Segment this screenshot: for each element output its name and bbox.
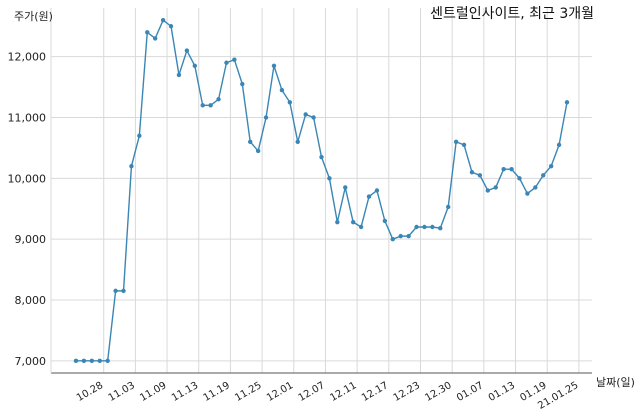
data-point <box>366 194 372 199</box>
labels: 센트럴인사이트, 최근 3개월 주가(원) 날짜(일) <box>14 6 635 389</box>
data-point <box>89 358 95 364</box>
data-point <box>414 224 419 230</box>
data-point <box>279 87 285 93</box>
data-point <box>446 204 451 210</box>
grid <box>51 8 592 373</box>
data-point <box>224 60 229 65</box>
data-point <box>208 103 213 108</box>
x-tick-label: 11.25 <box>233 380 263 404</box>
x-tick-label: 12.17 <box>360 380 390 404</box>
x-tick-label: 12.01 <box>265 380 295 404</box>
y-tick-label: 11,000 <box>8 112 47 125</box>
data-point <box>422 224 427 230</box>
data-point <box>200 103 205 108</box>
data-point <box>406 233 411 239</box>
data-point <box>525 191 530 196</box>
data-point <box>430 224 435 230</box>
data-point <box>374 188 380 193</box>
data-point <box>564 100 570 105</box>
data-point <box>271 63 277 68</box>
x-tick-label: 11.13 <box>170 380 200 404</box>
data-point <box>255 148 261 154</box>
data-point <box>295 139 300 145</box>
x-tick-label: 11.03 <box>107 380 137 404</box>
data-point <box>81 358 87 364</box>
data-point <box>335 219 340 225</box>
data-point <box>303 112 308 117</box>
price-line <box>76 19 568 362</box>
x-tick-label: 12.23 <box>392 380 422 404</box>
data-point <box>461 142 467 148</box>
data-point <box>509 167 514 172</box>
data-point <box>263 115 269 120</box>
data-point <box>168 24 174 29</box>
x-axis-title: 날짜(일) <box>596 375 635 389</box>
data-point <box>240 81 245 87</box>
x-tick-label: 12.11 <box>328 380 358 404</box>
x-tick-label: 01.13 <box>487 380 517 404</box>
data-point <box>113 288 118 294</box>
x-tick-label: 11.19 <box>202 380 232 404</box>
x-tick-label: 11.09 <box>138 380 168 404</box>
data-point <box>232 57 237 62</box>
data-point <box>390 236 395 242</box>
data-point <box>176 72 182 78</box>
data-point <box>145 30 150 35</box>
data-point <box>382 218 388 224</box>
data-point <box>152 36 158 41</box>
data-point <box>192 63 197 68</box>
series-line <box>73 17 570 364</box>
data-point <box>184 48 190 53</box>
data-point <box>73 358 79 364</box>
y-tick-label: 10,000 <box>8 172 47 185</box>
data-point <box>556 142 562 148</box>
data-point <box>469 170 475 175</box>
data-point <box>493 185 498 190</box>
data-point <box>541 173 546 178</box>
y-tick-label: 7,000 <box>15 355 47 368</box>
data-point <box>160 17 166 23</box>
x-tick-label: 10.28 <box>75 380 105 404</box>
y-tick-label: 9,000 <box>15 233 47 246</box>
data-point <box>501 167 506 172</box>
data-point <box>485 188 491 193</box>
data-point <box>216 97 221 102</box>
data-point <box>350 219 356 225</box>
data-point <box>548 163 554 169</box>
data-point <box>105 358 110 364</box>
data-point <box>438 226 443 231</box>
x-tick-label: 12.30 <box>423 380 453 404</box>
data-point <box>121 288 126 294</box>
y-tick-label: 12,000 <box>8 51 47 64</box>
chart-title: 센트럴인사이트, 최근 3개월 <box>430 6 594 22</box>
data-point <box>398 233 403 239</box>
data-point <box>453 139 459 145</box>
data-point <box>517 176 522 181</box>
data-point <box>129 163 134 169</box>
data-point <box>533 185 538 190</box>
data-point <box>477 173 483 178</box>
data-point <box>137 133 142 138</box>
y-tick-label: 8,000 <box>15 294 47 307</box>
data-point <box>97 358 102 364</box>
data-point <box>358 224 364 230</box>
x-tick-label: 12.07 <box>297 380 327 404</box>
y-axis-title: 주가(원) <box>14 10 53 23</box>
data-point <box>343 185 348 190</box>
data-point <box>248 139 253 145</box>
data-point <box>311 115 316 120</box>
data-point <box>287 100 293 105</box>
x-tick-label: 01.07 <box>455 380 485 404</box>
data-point <box>319 154 324 160</box>
data-point <box>327 176 332 181</box>
